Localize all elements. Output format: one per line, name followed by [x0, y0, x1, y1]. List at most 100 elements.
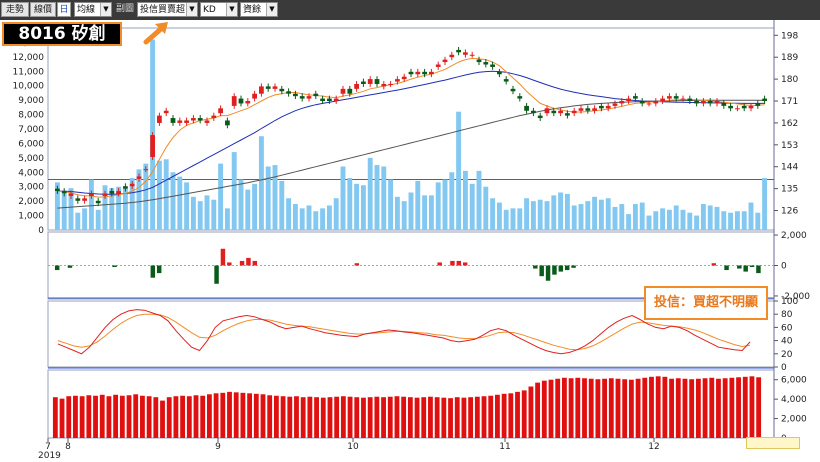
volume-bar — [632, 204, 638, 230]
candle-body — [191, 118, 196, 121]
volume-bar — [462, 170, 468, 230]
volume-bar — [564, 193, 570, 230]
price-tick-label: 171 — [781, 97, 798, 107]
volume-bar — [592, 196, 598, 230]
balance-bar — [381, 397, 386, 438]
balance-bar — [361, 397, 366, 438]
volume-bar — [626, 214, 632, 230]
volume-tick-label: 6,000 — [18, 139, 44, 149]
volume-bar — [333, 198, 339, 230]
volume-bar — [673, 205, 679, 230]
balance-bar — [180, 395, 186, 438]
volume-bar — [258, 136, 264, 230]
volume-bar — [422, 195, 428, 230]
balance-bar — [267, 395, 273, 438]
volume-bar — [354, 183, 360, 230]
volume-bar — [136, 169, 142, 230]
balance-bar — [428, 396, 433, 438]
kd-tick-label: 20 — [781, 350, 793, 360]
balance-bar — [206, 394, 212, 438]
volume-bar — [646, 215, 652, 230]
balance-bar — [93, 395, 98, 438]
balance-bar — [702, 378, 708, 438]
volume-bar — [496, 202, 502, 230]
balance-bar — [394, 396, 400, 438]
chevron-down-icon: ▼ — [186, 3, 197, 16]
volume-bar — [707, 205, 713, 230]
volume-bar — [82, 208, 88, 230]
candle-body — [333, 98, 339, 102]
balance-bar — [99, 394, 105, 438]
balance-bar — [729, 377, 735, 438]
volume-bar — [700, 204, 706, 230]
inst-bar — [711, 263, 717, 266]
volume-bar — [734, 211, 740, 230]
volume-bar — [415, 180, 421, 230]
balance-bar — [146, 396, 152, 438]
balance-bar — [160, 400, 165, 438]
volume-bar — [483, 186, 489, 230]
candle-body — [660, 98, 665, 102]
balance-bar — [200, 395, 206, 438]
ma-select[interactable]: 均線 ▼ — [74, 2, 112, 17]
balance-bar — [716, 378, 721, 438]
balance-bar — [300, 397, 306, 438]
balance-bar — [86, 395, 92, 438]
volume-bar — [530, 201, 536, 230]
volume-tick-label: 11,000 — [13, 67, 45, 77]
cursor-readout-box — [746, 437, 800, 449]
balance-bar — [367, 397, 373, 438]
volume-bar — [762, 178, 768, 230]
ma-mid-line — [57, 70, 765, 195]
candle-body — [565, 113, 570, 116]
candle-body — [612, 103, 618, 106]
volume-bar — [680, 209, 686, 230]
volume-tick-label: 10,000 — [13, 82, 45, 92]
volume-bar — [320, 208, 326, 230]
candle-body — [388, 83, 393, 85]
balance-bar — [736, 377, 741, 438]
volume-bar — [224, 208, 230, 230]
chevron-down-icon: ▼ — [226, 3, 237, 16]
volume-bar — [252, 183, 258, 230]
volume-bar — [374, 165, 380, 230]
trend-button[interactable]: 走勢 — [1, 2, 29, 17]
balance-bar — [273, 395, 279, 438]
volume-tick-label: 7,000 — [18, 125, 44, 135]
balance-bar — [575, 377, 581, 438]
volume-bar — [619, 204, 625, 230]
candle-body — [238, 98, 244, 104]
balance-bar — [608, 378, 614, 438]
candle-body — [286, 91, 291, 94]
volume-bar — [88, 179, 94, 230]
balance-bar — [689, 379, 695, 438]
day-button[interactable]: 日 — [57, 2, 71, 17]
x-tick-label: 10 — [347, 442, 359, 452]
balance-bar — [434, 397, 440, 438]
candle-body — [197, 118, 203, 121]
sub1-select[interactable]: 投信買賣超 ▼ — [137, 2, 198, 17]
price-tick-label: 144 — [781, 163, 798, 173]
volume-bar — [558, 192, 564, 230]
candle-body — [707, 101, 713, 104]
balance-bar — [233, 392, 239, 438]
candle-body — [728, 105, 733, 109]
balance-bar — [655, 376, 661, 438]
balance-bar — [548, 379, 554, 438]
volume-bar — [490, 198, 496, 230]
candle-body — [279, 88, 285, 92]
candle-body — [673, 96, 679, 99]
candle-body — [136, 176, 142, 179]
volume-bar — [544, 201, 550, 230]
inst-bar — [246, 257, 251, 266]
sub3-select[interactable]: 資餘 ▼ — [240, 2, 278, 17]
balance-bar — [52, 397, 58, 438]
balance-bar — [126, 395, 132, 438]
balance-bar — [441, 397, 447, 438]
candle-body — [762, 98, 767, 102]
balance-bar — [695, 378, 701, 438]
sub2-select[interactable]: KD ▼ — [200, 2, 238, 17]
inst-bar — [462, 262, 468, 266]
volume-bar — [551, 195, 557, 230]
tech-button[interactable]: 線價 — [30, 2, 56, 17]
